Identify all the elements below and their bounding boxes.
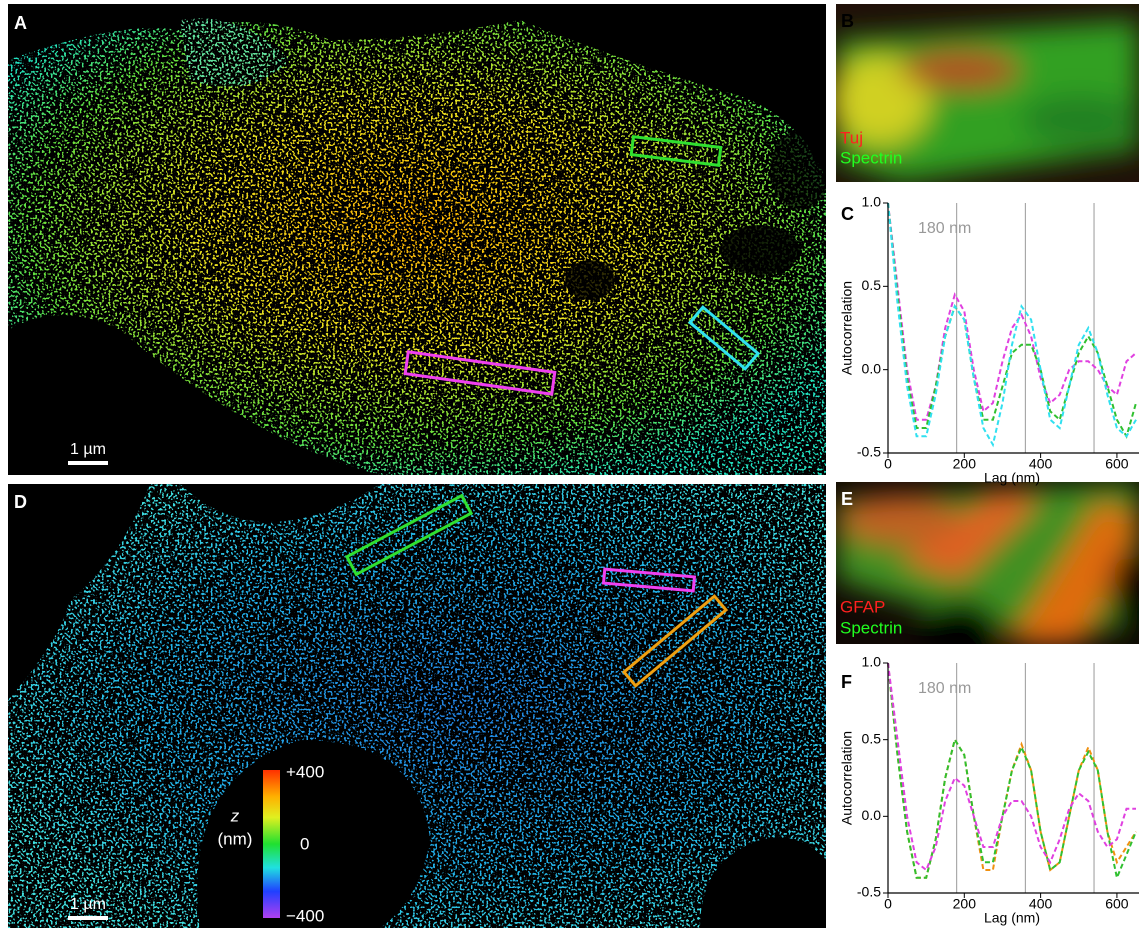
legend-text: Tuj: [840, 128, 863, 147]
scale-bar-label: 1 µm: [70, 441, 106, 458]
x-tick-label: 0: [884, 896, 892, 912]
panel-label: C: [841, 204, 854, 224]
series-line: [887, 202, 1137, 421]
panel-label: D: [14, 492, 27, 512]
y-axis-label: Autocorrelation: [839, 731, 855, 825]
x-tick-label: 0: [884, 456, 892, 472]
x-tick-label: 200: [953, 896, 977, 912]
x-axis-label: Lag (nm): [984, 470, 1040, 486]
x-tick-label: 200: [953, 456, 977, 472]
panel-label: A: [14, 13, 27, 33]
y-tick-label: -0.5: [857, 444, 881, 460]
series-line: [887, 662, 1136, 872]
x-tick-label: 600: [1105, 456, 1129, 472]
y-tick-label: 1.0: [862, 194, 882, 210]
x-tick-label: 400: [1029, 456, 1053, 472]
colorbar-label: +400: [286, 762, 324, 781]
y-tick-label: 0.5: [862, 277, 882, 293]
image-b: [836, 4, 1139, 182]
annotation: 180 nm: [918, 680, 971, 697]
x-axis-label: Lag (nm): [984, 910, 1040, 926]
series-line: [887, 202, 1137, 448]
y-tick-label: 0.5: [862, 730, 882, 746]
annotation: 180 nm: [918, 220, 971, 237]
panel-label: E: [841, 489, 853, 509]
scale-bar-label: 1 µm: [70, 896, 106, 913]
x-tick-label: 600: [1105, 896, 1129, 912]
series-line: [887, 662, 1137, 882]
image-d: [8, 484, 826, 928]
y-tick-label: -0.5: [857, 884, 881, 900]
y-tick-label: 0.0: [862, 807, 882, 823]
y-axis-label: Autocorrelation: [839, 281, 855, 375]
panel-label: B: [841, 11, 854, 31]
series-line: [887, 202, 1137, 439]
y-tick-label: 0.0: [862, 360, 882, 376]
y-tick-label: 1.0: [862, 654, 882, 670]
image-e: [836, 482, 1139, 644]
colorbar-title: z: [230, 806, 240, 825]
image-a: [8, 4, 826, 475]
colorbar-label: 0: [300, 834, 309, 853]
colorbar: [263, 770, 280, 918]
colorbar-label: −400: [286, 906, 324, 925]
legend-text: GFAP: [840, 597, 885, 616]
legend-text: Spectrin: [840, 148, 902, 167]
panel-label: F: [841, 672, 852, 692]
colorbar-unit: (nm): [218, 829, 253, 848]
legend-text: Spectrin: [840, 618, 902, 637]
x-tick-label: 400: [1029, 896, 1053, 912]
